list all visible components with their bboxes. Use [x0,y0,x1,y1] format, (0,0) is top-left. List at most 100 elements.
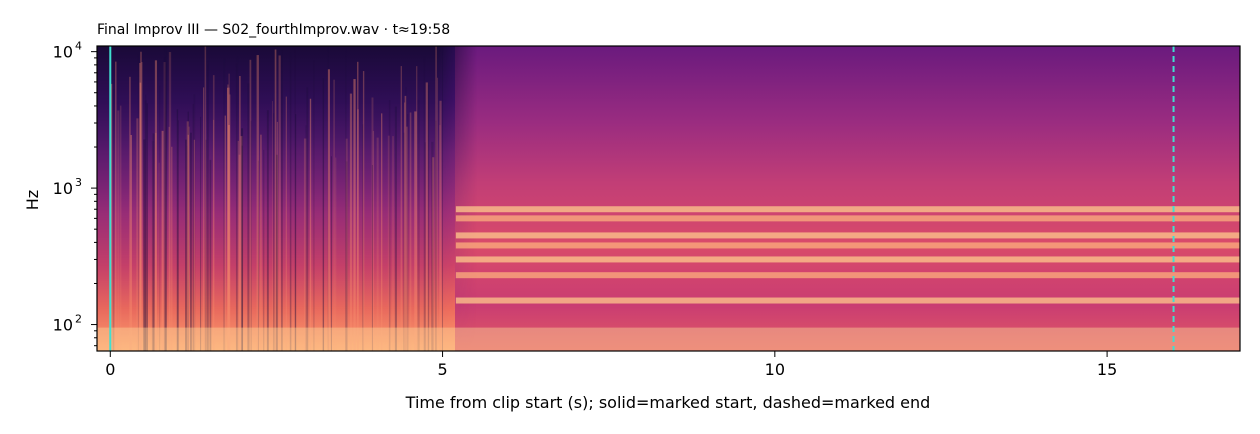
striation [371,164,373,351]
striation [303,138,307,351]
striation [249,59,252,351]
striation [239,75,241,351]
striation [212,75,215,351]
striation [330,156,332,351]
striation [129,76,131,351]
striation [177,120,179,351]
striation [146,103,148,351]
striation [240,136,243,351]
striation [227,84,229,351]
striation [209,159,212,351]
striation [362,124,364,351]
striation [163,57,166,351]
striation [154,132,157,351]
striation [333,79,335,351]
striation [295,114,297,351]
striation [247,83,250,351]
low-frequency-energy [97,327,1240,351]
y-axis-label: Hz [23,190,42,210]
striation [400,66,402,351]
striation [357,61,359,351]
striation [376,137,379,351]
striation [227,88,229,351]
striation [207,64,209,351]
striation [192,103,194,351]
striation [227,87,230,351]
striation [305,125,307,351]
striation [163,62,166,351]
striation [306,87,309,351]
striation [427,84,430,351]
striation [439,125,441,351]
striation [353,79,356,351]
striation [409,112,412,351]
harmonic-band [455,206,1240,213]
striation [161,130,164,351]
striation [381,113,383,351]
striation [322,78,325,351]
x-tick-label: 0 [105,360,115,379]
plot-frame [96,45,1241,352]
striation [171,146,173,351]
striation [141,62,143,351]
harmonic-band [455,272,1240,279]
striation [200,116,202,351]
striation [159,85,161,351]
striation [345,47,347,351]
y-tick-exponent: 4 [75,40,82,53]
striation [256,55,259,351]
low-band [97,327,1240,351]
striation [345,138,348,351]
striation [143,139,146,351]
striation [273,113,275,351]
striation [115,61,117,351]
striation [139,62,141,351]
y-tick-label: 10 [53,316,73,335]
striation [151,141,155,351]
harmonic-band [455,297,1240,304]
striation [387,135,390,351]
striation [110,83,113,351]
striation [168,52,172,351]
striation [405,87,407,351]
striation [228,73,230,351]
striation [224,115,226,351]
striation [193,94,196,351]
striation [263,149,265,351]
y-tick-exponent: 2 [75,313,82,326]
striation [274,49,277,351]
striation [349,93,353,351]
striation [417,99,420,351]
striation [223,58,226,351]
striation [309,98,312,351]
striation [185,139,187,351]
striation [266,110,269,351]
striation [260,134,262,351]
striation [190,132,192,351]
harmonic-band [455,256,1240,263]
striation [403,132,405,351]
striation [285,96,287,351]
striation [278,55,281,351]
striation [241,128,244,351]
striation [176,109,179,351]
striation [276,154,278,351]
striation [289,52,292,351]
striation [188,126,190,351]
striation [237,140,239,351]
striation [394,106,397,351]
striation [345,161,348,351]
striation [392,136,394,351]
striation [154,60,158,351]
striation [152,133,155,351]
striation [442,47,443,351]
striation [407,114,409,351]
striation [235,63,238,351]
striation [130,134,132,351]
y-tick-exponent: 3 [75,176,82,189]
striation [250,120,252,351]
y-tick-label: 10 [53,43,73,62]
striation [424,142,427,351]
harmonic-bands [455,206,1240,304]
